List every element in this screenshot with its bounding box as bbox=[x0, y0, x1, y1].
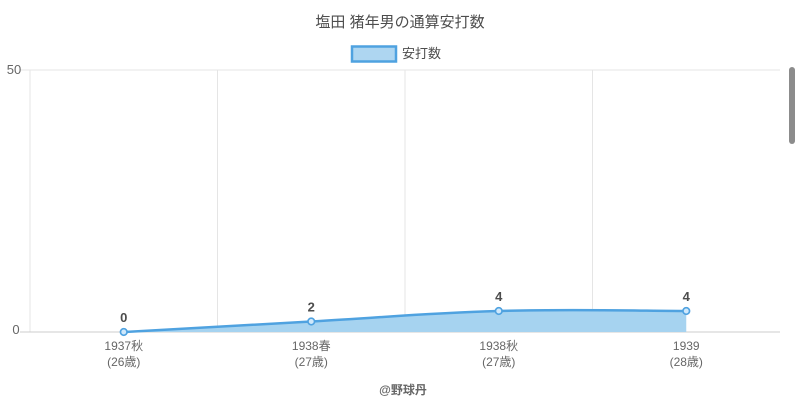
svg-text:(27歳): (27歳) bbox=[295, 355, 328, 369]
svg-text:安打数: 安打数 bbox=[402, 46, 441, 61]
svg-text:0: 0 bbox=[12, 322, 19, 337]
svg-text:2: 2 bbox=[308, 300, 315, 315]
svg-text:0: 0 bbox=[120, 310, 127, 325]
svg-text:@野球丹: @野球丹 bbox=[379, 382, 427, 397]
svg-text:1939: 1939 bbox=[673, 339, 700, 353]
svg-text:4: 4 bbox=[495, 289, 503, 304]
svg-text:1938秋: 1938秋 bbox=[479, 339, 518, 353]
svg-text:(27歳): (27歳) bbox=[482, 355, 515, 369]
svg-text:(26歳): (26歳) bbox=[107, 355, 140, 369]
svg-text:1937秋: 1937秋 bbox=[104, 339, 143, 353]
svg-text:(28歳): (28歳) bbox=[670, 355, 703, 369]
svg-text:4: 4 bbox=[683, 289, 691, 304]
svg-text:1938春: 1938春 bbox=[292, 339, 331, 353]
svg-text:50: 50 bbox=[7, 62, 21, 77]
